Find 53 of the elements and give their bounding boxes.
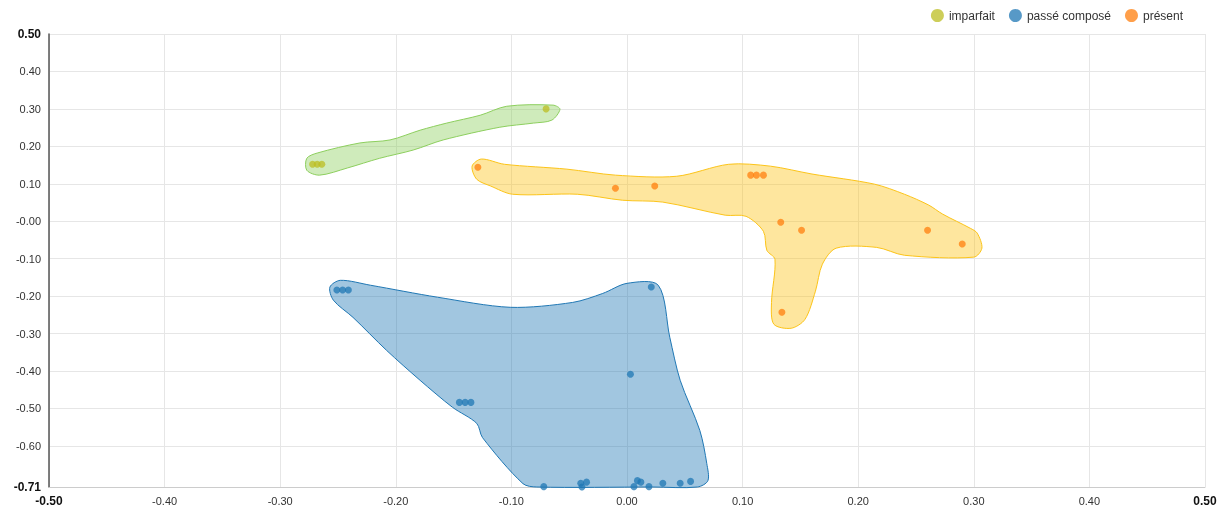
point <box>958 240 966 248</box>
point <box>474 163 482 171</box>
point <box>752 171 760 179</box>
point <box>798 226 806 234</box>
point <box>542 105 550 113</box>
legend-label: imparfait <box>948 8 996 23</box>
point <box>687 477 695 485</box>
x-tick-label: -0.50 <box>35 494 63 508</box>
y-tick-label: 0.20 <box>19 140 41 153</box>
y-tick-label: -0.50 <box>15 402 41 415</box>
x-tick-label: 0.00 <box>616 494 638 507</box>
x-tick-label: 0.20 <box>847 494 869 507</box>
point <box>540 483 548 491</box>
x-tick-label: 0.40 <box>1078 494 1101 507</box>
point <box>455 398 463 406</box>
y-tick-label: -0.30 <box>15 327 41 340</box>
x-tick-label: -0.30 <box>267 494 293 507</box>
point <box>676 479 684 487</box>
point <box>318 160 326 168</box>
x-tick-label: -0.10 <box>498 494 524 507</box>
y-tick-label: 0.50 <box>17 27 42 41</box>
x-tick-label: -0.40 <box>152 494 178 507</box>
point <box>611 184 619 192</box>
point <box>344 286 352 294</box>
point <box>645 483 653 491</box>
y-tick-label: 0.10 <box>19 177 41 190</box>
y-tick-label: -0.10 <box>15 252 41 265</box>
y-tick-label: 0.40 <box>19 65 41 78</box>
y-tick-label: -0.40 <box>15 364 41 377</box>
y-tick-label: 0.30 <box>19 102 41 115</box>
y-tick-label: -0.00 <box>15 215 41 228</box>
point <box>777 218 785 226</box>
point <box>651 182 659 190</box>
legend-label: passé composé <box>1026 8 1112 23</box>
y-tick-label: -0.20 <box>15 290 41 303</box>
point <box>778 308 786 316</box>
point <box>339 286 347 294</box>
point <box>637 478 645 486</box>
point <box>626 370 634 378</box>
point <box>583 478 591 486</box>
point <box>630 483 638 491</box>
y-tick-label: -0.60 <box>15 439 41 452</box>
point <box>759 171 767 179</box>
point <box>647 283 655 291</box>
x-tick-label: -0.20 <box>383 494 409 507</box>
x-tick-label: 0.30 <box>963 494 985 507</box>
x-tick-label: 0.10 <box>731 494 754 507</box>
y-tick-label: -0.71 <box>13 480 42 494</box>
legend-label: présent <box>1142 8 1184 23</box>
point <box>659 479 667 487</box>
point <box>924 226 932 234</box>
point <box>467 398 475 406</box>
x-tick-label: 0.50 <box>1193 494 1217 508</box>
